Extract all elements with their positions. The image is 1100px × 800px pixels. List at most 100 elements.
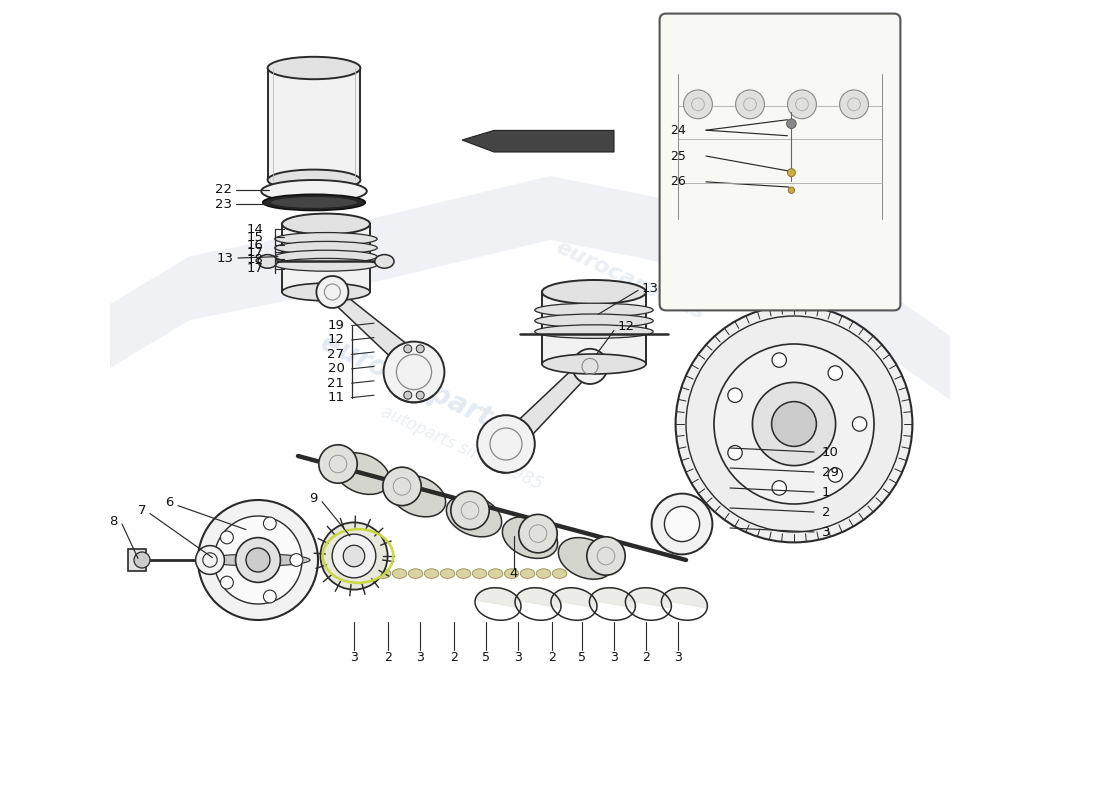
Ellipse shape <box>535 303 653 317</box>
Circle shape <box>264 517 276 530</box>
Ellipse shape <box>267 57 361 79</box>
Text: 18: 18 <box>246 253 264 266</box>
Ellipse shape <box>488 569 503 578</box>
Polygon shape <box>110 176 950 400</box>
Circle shape <box>383 467 421 506</box>
FancyBboxPatch shape <box>660 14 901 310</box>
Text: 17: 17 <box>246 262 264 275</box>
Circle shape <box>572 349 607 384</box>
Text: 3: 3 <box>610 651 618 664</box>
Ellipse shape <box>390 475 446 517</box>
Text: 2: 2 <box>642 651 650 664</box>
Text: 5: 5 <box>482 651 490 664</box>
Ellipse shape <box>334 453 389 494</box>
Text: 12: 12 <box>328 334 344 346</box>
Text: 7: 7 <box>138 504 146 517</box>
Circle shape <box>519 514 558 553</box>
Ellipse shape <box>559 538 614 579</box>
Ellipse shape <box>505 569 519 578</box>
Circle shape <box>332 534 376 578</box>
Text: 3: 3 <box>350 651 358 664</box>
Text: 6: 6 <box>166 496 174 509</box>
Circle shape <box>214 516 302 604</box>
Polygon shape <box>515 588 561 608</box>
Circle shape <box>477 415 535 473</box>
Text: 1: 1 <box>822 486 830 498</box>
Polygon shape <box>661 588 707 608</box>
Text: 13: 13 <box>217 251 234 265</box>
Circle shape <box>752 382 836 466</box>
Text: 2: 2 <box>385 651 393 664</box>
Text: 12: 12 <box>618 320 635 333</box>
Polygon shape <box>493 362 601 444</box>
Text: 17: 17 <box>246 246 264 258</box>
Text: 27: 27 <box>328 348 344 361</box>
Circle shape <box>196 546 224 574</box>
Text: 14: 14 <box>246 223 264 236</box>
Ellipse shape <box>282 214 370 234</box>
Circle shape <box>451 491 490 530</box>
Ellipse shape <box>447 495 502 537</box>
Circle shape <box>664 506 700 542</box>
Polygon shape <box>590 588 636 608</box>
Ellipse shape <box>542 354 646 374</box>
Ellipse shape <box>472 569 487 578</box>
Circle shape <box>828 366 843 380</box>
Ellipse shape <box>376 569 390 578</box>
Ellipse shape <box>282 283 370 301</box>
Circle shape <box>788 90 816 118</box>
Ellipse shape <box>503 517 558 558</box>
Circle shape <box>839 90 868 118</box>
Ellipse shape <box>275 242 377 254</box>
Text: 2: 2 <box>450 651 458 664</box>
Ellipse shape <box>206 554 310 566</box>
Polygon shape <box>322 292 434 366</box>
Ellipse shape <box>275 233 377 246</box>
Circle shape <box>246 548 270 572</box>
Ellipse shape <box>520 569 535 578</box>
Ellipse shape <box>263 194 365 210</box>
Text: 8: 8 <box>110 515 118 528</box>
Text: 9: 9 <box>309 492 318 505</box>
Text: 13: 13 <box>642 282 659 294</box>
Circle shape <box>686 316 902 532</box>
Ellipse shape <box>535 314 653 328</box>
Text: 22: 22 <box>214 183 232 196</box>
Circle shape <box>786 119 796 129</box>
Text: autoparts since 1985: autoparts since 1985 <box>378 402 546 494</box>
Circle shape <box>220 531 233 544</box>
Polygon shape <box>462 130 614 152</box>
Ellipse shape <box>537 569 551 578</box>
Text: 25: 25 <box>670 150 686 162</box>
Circle shape <box>651 494 713 554</box>
Text: eurocarparts: eurocarparts <box>552 237 707 323</box>
Circle shape <box>416 391 425 399</box>
Ellipse shape <box>535 325 653 338</box>
Circle shape <box>198 500 318 620</box>
Ellipse shape <box>258 254 277 268</box>
Circle shape <box>772 353 786 367</box>
Circle shape <box>771 402 816 446</box>
Ellipse shape <box>270 196 358 208</box>
Circle shape <box>416 345 425 353</box>
Text: 2: 2 <box>548 651 556 664</box>
Circle shape <box>320 522 387 590</box>
Bar <box>282 224 370 292</box>
Text: 3: 3 <box>822 526 830 538</box>
Circle shape <box>264 590 276 603</box>
Circle shape <box>319 445 358 483</box>
Polygon shape <box>626 588 671 608</box>
Text: 3: 3 <box>514 651 521 664</box>
Text: 4: 4 <box>509 567 518 580</box>
Circle shape <box>134 552 150 568</box>
Ellipse shape <box>425 569 439 578</box>
Ellipse shape <box>375 254 394 268</box>
Ellipse shape <box>440 569 454 578</box>
Circle shape <box>675 306 912 542</box>
Text: 2: 2 <box>822 506 830 518</box>
Polygon shape <box>551 588 597 608</box>
Ellipse shape <box>456 569 471 578</box>
Circle shape <box>789 187 794 194</box>
Text: 11: 11 <box>328 391 344 404</box>
Circle shape <box>290 554 303 566</box>
